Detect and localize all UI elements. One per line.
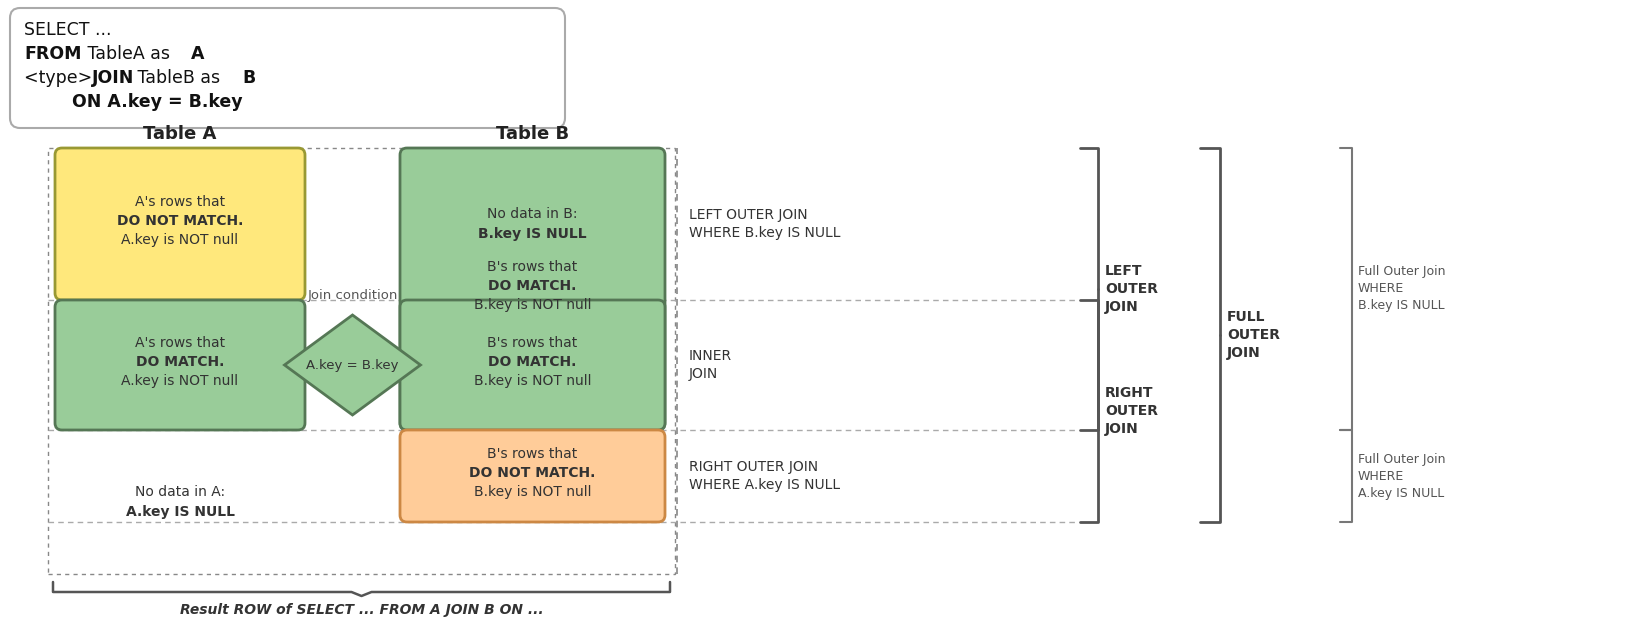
Text: No data in B:: No data in B: [487,207,578,221]
Text: LEFT
OUTER
JOIN: LEFT OUTER JOIN [1106,264,1158,314]
Text: LEFT OUTER JOIN: LEFT OUTER JOIN [690,208,807,222]
Text: B: B [243,69,256,87]
Text: Table B: Table B [497,125,569,143]
FancyBboxPatch shape [399,430,665,522]
Text: DO MATCH.: DO MATCH. [488,279,578,293]
Text: DO MATCH.: DO MATCH. [135,355,224,369]
Text: JOIN: JOIN [690,367,718,381]
FancyBboxPatch shape [399,300,665,430]
Text: B's rows that: B's rows that [487,447,578,461]
Text: Full Outer Join
WHERE
A.key IS NULL: Full Outer Join WHERE A.key IS NULL [1358,452,1445,499]
Text: A's rows that: A's rows that [135,336,224,350]
Text: B.key is NOT null: B.key is NOT null [474,298,591,312]
Text: Result ROW of SELECT ... FROM A JOIN B ON ...: Result ROW of SELECT ... FROM A JOIN B O… [180,603,543,617]
Text: A's rows that: A's rows that [135,195,224,209]
Text: ON A.key = B.key: ON A.key = B.key [73,93,243,111]
FancyBboxPatch shape [10,8,564,128]
Text: B.key IS NULL: B.key IS NULL [478,227,587,241]
FancyBboxPatch shape [399,148,665,430]
Text: B.key is NOT null: B.key is NOT null [474,485,591,499]
Text: Table A: Table A [144,125,216,143]
FancyBboxPatch shape [54,300,305,430]
Text: B.key is NOT null: B.key is NOT null [474,374,591,388]
Text: RIGHT OUTER JOIN: RIGHT OUTER JOIN [690,460,818,474]
Text: DO NOT MATCH.: DO NOT MATCH. [117,214,243,228]
Text: A: A [191,45,205,63]
Text: B's rows that: B's rows that [487,336,578,350]
Text: Join condition: Join condition [307,289,398,302]
Text: B's rows that: B's rows that [487,260,578,274]
Text: A.key = B.key: A.key = B.key [307,358,399,371]
Text: RIGHT
OUTER
JOIN: RIGHT OUTER JOIN [1106,386,1158,437]
Bar [48,148,675,574]
Text: FROM: FROM [25,45,81,63]
Text: A.key is NOT null: A.key is NOT null [122,233,239,247]
Polygon shape [284,315,421,415]
Text: FULL
OUTER
JOIN: FULL OUTER JOIN [1228,310,1280,360]
Text: Full Outer Join
WHERE
B.key IS NULL: Full Outer Join WHERE B.key IS NULL [1358,266,1445,312]
Text: TableB as: TableB as [132,69,226,87]
FancyBboxPatch shape [54,148,305,300]
Text: INNER: INNER [690,349,733,363]
Text: WHERE B.key IS NULL: WHERE B.key IS NULL [690,226,840,240]
Text: TableA as: TableA as [82,45,175,63]
Text: DO MATCH.: DO MATCH. [488,355,578,369]
Text: <type>: <type> [25,69,97,87]
Text: JOIN: JOIN [92,69,134,87]
Text: A.key IS NULL: A.key IS NULL [125,505,234,519]
Text: WHERE A.key IS NULL: WHERE A.key IS NULL [690,478,840,492]
Text: SELECT ...: SELECT ... [25,21,112,39]
Text: No data in A:: No data in A: [135,485,224,499]
Text: A.key is NOT null: A.key is NOT null [122,374,239,388]
Text: DO NOT MATCH.: DO NOT MATCH. [469,466,596,480]
